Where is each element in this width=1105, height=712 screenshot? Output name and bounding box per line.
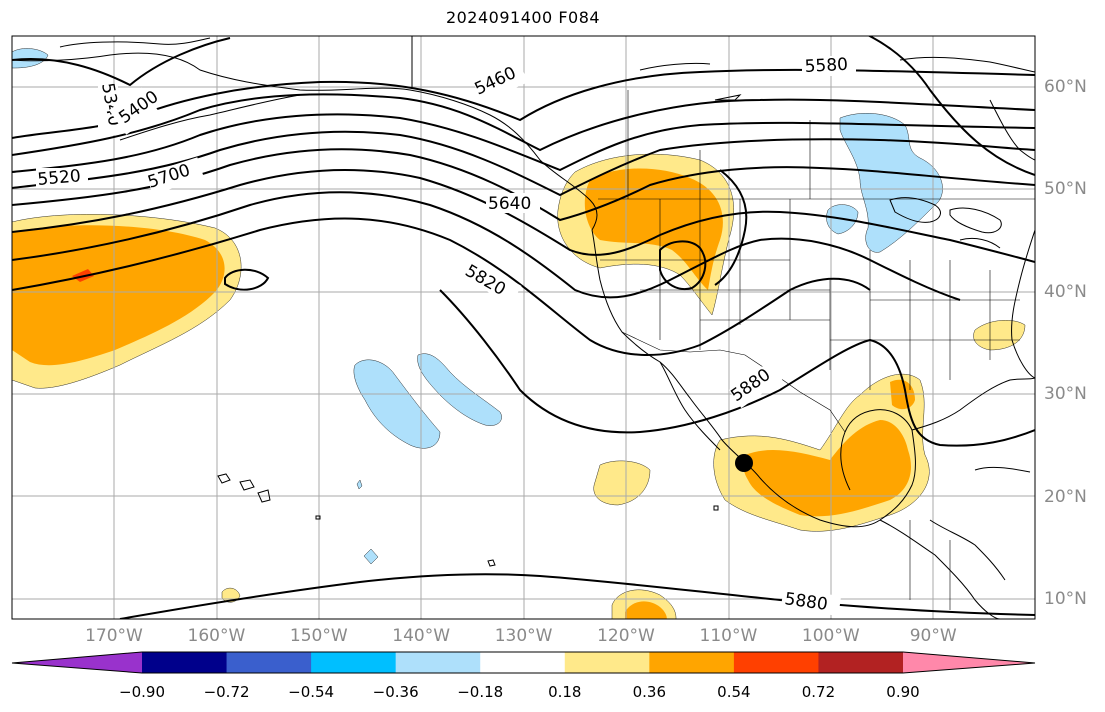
colorbar-tick-label: 0.54 bbox=[717, 683, 751, 701]
colorbar-tick-label: 0.18 bbox=[548, 683, 582, 701]
anomaly-patch-hawaii-ne bbox=[593, 460, 651, 506]
anomaly-canada-blue bbox=[839, 113, 943, 253]
contour-label: 5580 bbox=[804, 55, 848, 77]
colorbar-tick-label: −0.72 bbox=[203, 683, 250, 701]
colorbar-segment bbox=[311, 652, 397, 673]
longitude-label: 120°W bbox=[597, 626, 655, 646]
map-title: 2024091400 F084 bbox=[445, 8, 601, 27]
latitude-label: 60°N bbox=[1044, 77, 1087, 97]
longitude-label: 100°W bbox=[801, 626, 860, 646]
longitude-label: 110°W bbox=[699, 626, 758, 646]
colorbar bbox=[12, 652, 1035, 673]
anomaly-tiny-blue bbox=[356, 479, 363, 490]
anomaly-rockies-orange bbox=[584, 168, 723, 290]
contour-label: 5880 bbox=[783, 589, 829, 615]
contour-label: 5640 bbox=[488, 194, 531, 214]
longitude-label: 140°W bbox=[392, 626, 451, 646]
latitude-label: 10°N bbox=[1044, 589, 1087, 609]
political-borders bbox=[598, 90, 1035, 610]
colorbar-tick-label: −0.54 bbox=[288, 683, 335, 701]
colorbar-tick-label: 0.36 bbox=[632, 683, 667, 701]
colorbar-segment bbox=[564, 652, 650, 673]
latitude-label: 50°N bbox=[1044, 179, 1087, 200]
anomaly-mexico-orange bbox=[743, 420, 911, 517]
latitude-label: 20°N bbox=[1044, 486, 1087, 507]
anomaly-small-blue bbox=[363, 548, 379, 565]
anomaly-shading bbox=[12, 48, 1026, 619]
colorbar-segment bbox=[733, 652, 819, 673]
contour-label: 5520 bbox=[37, 166, 82, 190]
colorbar-tick-label: −0.18 bbox=[457, 683, 504, 701]
longitude-label: 90°W bbox=[909, 626, 957, 646]
colorbar-segment bbox=[12, 652, 142, 673]
colorbar-segment bbox=[649, 652, 735, 673]
colorbar-segment bbox=[480, 652, 566, 673]
longitude-label: 130°W bbox=[494, 626, 553, 646]
latitude-label: 30°N bbox=[1044, 384, 1087, 405]
longitude-label: 150°W bbox=[289, 626, 348, 646]
colorbar-segment bbox=[818, 652, 904, 673]
longitude-label: 170°W bbox=[85, 626, 143, 646]
height-contours bbox=[12, 36, 1035, 619]
latitude-label: 40°N bbox=[1044, 281, 1087, 302]
colorbar-tick-label: −0.36 bbox=[372, 683, 419, 701]
colorbar-segment bbox=[226, 652, 312, 673]
coastlines bbox=[12, 36, 1035, 619]
map-frame bbox=[11, 35, 1036, 620]
colorbar-segment bbox=[395, 652, 481, 673]
colorbar-tick-label: −0.90 bbox=[119, 683, 165, 701]
anomaly-pacific-blue-2 bbox=[417, 353, 502, 426]
storm-center-marker bbox=[735, 454, 753, 472]
colorbar-segment bbox=[903, 652, 1035, 673]
colorbar-outline bbox=[11, 651, 1036, 674]
anomaly-pacific-orange bbox=[12, 225, 225, 366]
longitude-label: 160°W bbox=[187, 626, 246, 646]
colorbar-tick-label: 0.72 bbox=[801, 683, 836, 701]
anomaly-patch-southeast-us bbox=[973, 320, 1026, 351]
anomaly-patch-south-orange bbox=[625, 601, 667, 619]
colorbar-segment bbox=[142, 652, 228, 673]
anomaly-pacific-blue-1 bbox=[353, 359, 441, 449]
colorbar-tick-label: 0.90 bbox=[886, 683, 920, 701]
map-area: 5340 5400 5460 5520 5580 5640 5700 5820 … bbox=[12, 36, 1035, 619]
